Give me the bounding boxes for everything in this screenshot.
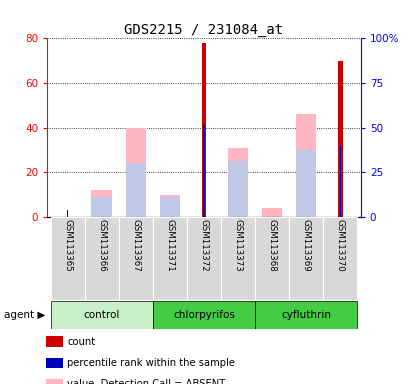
Text: agent ▶: agent ▶ — [4, 310, 45, 320]
Bar — [84, 217, 119, 300]
Text: cyfluthrin: cyfluthrin — [281, 310, 330, 320]
Bar — [159, 197, 180, 217]
Bar — [153, 217, 187, 300]
Bar — [45, 379, 63, 384]
Bar — [288, 217, 323, 300]
Bar — [125, 127, 146, 217]
Bar — [50, 301, 153, 329]
Title: GDS2215 / 231084_at: GDS2215 / 231084_at — [124, 23, 283, 37]
Bar — [159, 195, 180, 217]
Bar — [337, 61, 342, 217]
Bar — [45, 358, 63, 368]
Bar — [125, 164, 146, 217]
Text: GSM113368: GSM113368 — [267, 219, 276, 272]
Bar — [339, 146, 340, 217]
Text: percentile rank within the sample: percentile rank within the sample — [67, 358, 235, 368]
Bar — [254, 301, 357, 329]
Bar — [227, 148, 248, 217]
Bar — [91, 197, 112, 217]
Bar — [220, 217, 254, 300]
Bar — [91, 190, 112, 217]
Text: GSM113371: GSM113371 — [165, 219, 174, 272]
Bar — [261, 208, 282, 217]
Bar — [187, 217, 220, 300]
Bar — [227, 161, 248, 217]
Bar — [67, 210, 68, 217]
Text: value, Detection Call = ABSENT: value, Detection Call = ABSENT — [67, 379, 225, 384]
Bar — [45, 336, 63, 347]
Bar — [203, 126, 204, 217]
Text: chlorpyrifos: chlorpyrifos — [173, 310, 234, 320]
Text: GSM113367: GSM113367 — [131, 219, 140, 272]
Text: GSM113373: GSM113373 — [233, 219, 242, 272]
Text: GSM113366: GSM113366 — [97, 219, 106, 272]
Text: count: count — [67, 336, 95, 347]
Bar — [153, 301, 254, 329]
Bar — [323, 217, 357, 300]
Bar — [201, 43, 206, 217]
Bar — [254, 217, 288, 300]
Bar — [295, 114, 316, 217]
Text: control: control — [83, 310, 119, 320]
Text: GSM113372: GSM113372 — [199, 219, 208, 272]
Text: GSM113370: GSM113370 — [335, 219, 344, 272]
Bar — [50, 217, 84, 300]
Text: GSM113369: GSM113369 — [301, 219, 310, 272]
Bar — [295, 150, 316, 217]
Bar — [119, 217, 153, 300]
Text: GSM113365: GSM113365 — [63, 219, 72, 272]
